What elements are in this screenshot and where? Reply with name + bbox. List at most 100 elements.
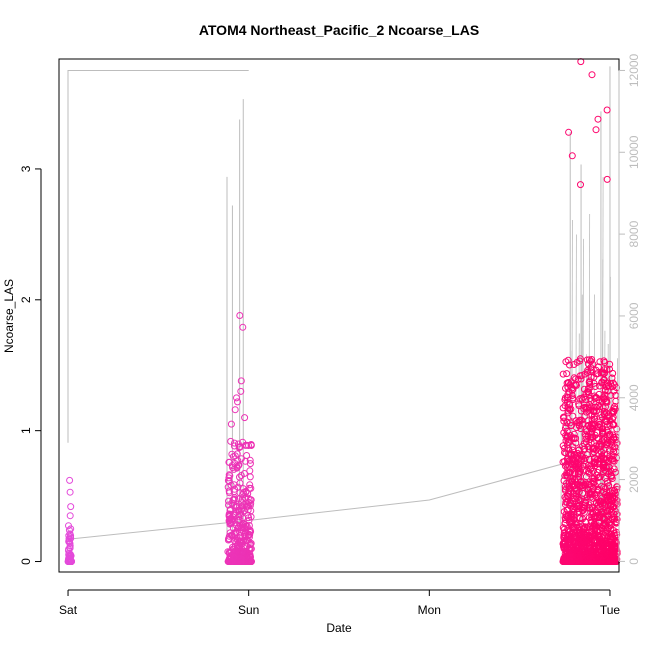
y2-tick-label: 0 — [627, 558, 641, 565]
data-point — [563, 434, 571, 442]
data-point — [604, 479, 612, 487]
data-point — [603, 379, 611, 387]
data-point — [237, 377, 245, 385]
data-point — [591, 395, 599, 403]
data-point — [561, 550, 569, 558]
data-point — [579, 481, 587, 489]
data-point — [576, 496, 584, 504]
data-point — [586, 493, 594, 501]
data-point — [585, 406, 593, 414]
data-point — [246, 473, 254, 481]
data-point — [569, 446, 576, 454]
data-point — [566, 553, 574, 561]
y-tick-label: 0 — [19, 558, 33, 565]
data-point — [580, 445, 588, 453]
data-point — [233, 544, 241, 552]
data-point — [559, 404, 567, 412]
x-tick-label: Sat — [59, 603, 78, 617]
y-axis-left: 0 1 2 3 — [19, 165, 42, 565]
data-point — [573, 462, 580, 470]
data-point — [599, 427, 607, 435]
data-point — [572, 461, 580, 469]
data-point — [231, 406, 239, 414]
data-point — [584, 543, 592, 550]
data-point — [587, 366, 595, 374]
data-point — [588, 427, 596, 435]
data-point — [560, 533, 568, 540]
data-point — [584, 366, 592, 374]
data-point — [591, 458, 599, 466]
data-point — [237, 498, 245, 506]
data-point — [239, 549, 247, 557]
data-point — [605, 557, 613, 565]
data-point — [579, 507, 587, 515]
data-point — [568, 528, 576, 536]
data-point — [66, 476, 74, 484]
data-point — [582, 438, 590, 446]
data-point — [569, 394, 577, 402]
data-point — [608, 472, 615, 479]
secondary-series-layer — [67, 66, 619, 540]
data-point — [559, 458, 567, 466]
data-point — [594, 474, 602, 482]
data-point — [224, 536, 232, 544]
data-point — [607, 508, 615, 516]
data-point — [573, 487, 580, 495]
data-point — [243, 542, 251, 550]
data-point — [605, 413, 613, 421]
data-point — [565, 487, 573, 495]
data-point — [227, 420, 235, 428]
data-point — [586, 436, 594, 443]
data-point — [613, 425, 621, 433]
data-point — [585, 388, 592, 396]
data-point — [597, 558, 605, 565]
data-point — [567, 405, 575, 413]
data-point — [67, 525, 75, 533]
data-point — [576, 416, 584, 424]
data-point — [570, 374, 578, 382]
data-point — [224, 477, 232, 485]
data-point — [609, 493, 617, 501]
data-point — [563, 543, 571, 551]
data-point — [576, 514, 584, 522]
data-point — [226, 552, 234, 560]
data-point — [608, 538, 616, 546]
data-point — [228, 499, 236, 507]
data-point — [589, 477, 597, 485]
data-point — [574, 449, 582, 457]
data-point — [562, 358, 570, 366]
data-point — [574, 455, 582, 462]
data-point — [580, 530, 588, 538]
data-point — [601, 391, 609, 399]
data-point — [560, 417, 568, 425]
chart-title: ATOM4 Northeast_Pacific_2 Ncoarse_LAS — [199, 22, 479, 38]
data-point — [607, 501, 615, 509]
data-point — [609, 455, 617, 463]
data-point — [604, 507, 612, 515]
data-point — [245, 442, 252, 449]
data-point — [561, 444, 568, 452]
data-point — [230, 481, 238, 489]
data-point — [578, 396, 586, 404]
data-point — [235, 444, 243, 452]
data-point — [593, 547, 601, 555]
data-point — [596, 358, 604, 366]
data-point — [583, 356, 591, 364]
data-point — [600, 408, 608, 415]
data-point — [229, 453, 237, 461]
data-point — [245, 516, 253, 524]
data-point — [572, 439, 580, 447]
data-point — [606, 531, 614, 539]
data-point — [592, 370, 600, 378]
data-point — [565, 400, 573, 408]
data-point — [565, 438, 573, 446]
data-point — [603, 175, 611, 183]
data-point — [566, 558, 574, 565]
data-point — [571, 503, 579, 511]
data-point — [570, 430, 578, 438]
data-point — [606, 365, 613, 373]
secondary-spike — [593, 294, 595, 528]
data-point — [610, 448, 618, 456]
data-point — [67, 503, 75, 511]
